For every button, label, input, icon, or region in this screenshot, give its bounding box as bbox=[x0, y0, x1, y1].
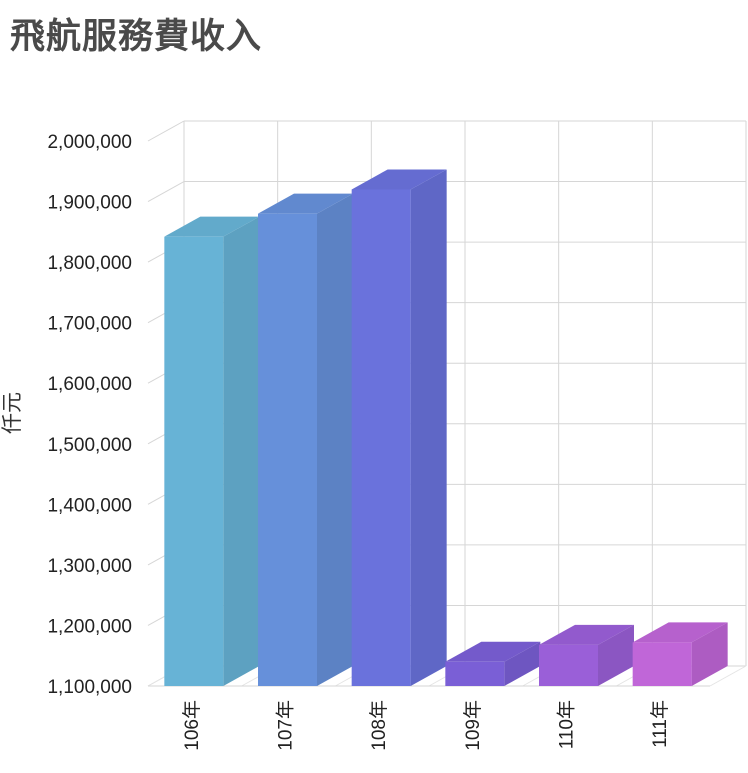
y-axis: 1,100,000 1,200,000 1,300,000 1,400,000 1,50… bbox=[47, 132, 132, 698]
bar-front bbox=[632, 642, 692, 686]
bar-top bbox=[258, 193, 353, 214]
x-tick-label: 108年 bbox=[368, 700, 390, 751]
bars bbox=[164, 169, 728, 686]
bar-front bbox=[258, 213, 317, 686]
y-tick-label: 1,300,000 bbox=[47, 556, 132, 577]
x-tick-label: 111年 bbox=[649, 700, 671, 748]
y-tick-label: 1,500,000 bbox=[47, 435, 132, 456]
bar-top bbox=[632, 622, 728, 643]
x-tick-label: 110年 bbox=[556, 700, 578, 749]
x-tick-label: 107年 bbox=[275, 700, 297, 751]
bar bbox=[351, 169, 447, 686]
bar-side bbox=[410, 169, 447, 686]
y-tick-label: 1,400,000 bbox=[47, 495, 132, 516]
bar bbox=[258, 193, 353, 686]
y-axis-label: 仟元 bbox=[0, 392, 24, 434]
bar-side bbox=[691, 622, 728, 686]
bar-side bbox=[598, 624, 634, 686]
y-tick-label: 1,100,000 bbox=[47, 677, 132, 698]
bar-front bbox=[445, 661, 505, 686]
bar bbox=[445, 641, 541, 686]
y-tick-label: 2,000,000 bbox=[47, 132, 132, 153]
bar bbox=[539, 624, 634, 686]
y-tick-label: 1,600,000 bbox=[47, 374, 132, 395]
y-tick-label: 1,200,000 bbox=[47, 616, 132, 637]
grid-side-line bbox=[147, 120, 185, 142]
bar-top bbox=[164, 216, 260, 237]
y-tick-label: 1,800,000 bbox=[47, 253, 132, 274]
bar-side bbox=[504, 641, 541, 686]
bar-front bbox=[351, 189, 411, 686]
y-tick-label: 1,900,000 bbox=[47, 193, 132, 214]
bar-top bbox=[351, 169, 447, 190]
x-tick-label: 109年 bbox=[462, 700, 484, 751]
category-axis: 106年 107年 108年 109年 110年 111年 bbox=[181, 700, 671, 751]
grid-side-line bbox=[147, 181, 185, 202]
bar-front bbox=[539, 644, 598, 686]
bar-top bbox=[445, 641, 541, 662]
grid-floor-line bbox=[709, 665, 747, 687]
bar-side bbox=[223, 216, 260, 686]
bar-front bbox=[164, 236, 224, 686]
bar bbox=[632, 622, 728, 686]
y-tick-label: 1,700,000 bbox=[47, 314, 132, 335]
bar-side bbox=[317, 193, 353, 686]
chart-title: 飛航服務費收入 bbox=[10, 17, 263, 56]
x-tick-label: 106年 bbox=[181, 700, 203, 751]
bar-top bbox=[539, 624, 634, 645]
bar bbox=[164, 216, 260, 686]
